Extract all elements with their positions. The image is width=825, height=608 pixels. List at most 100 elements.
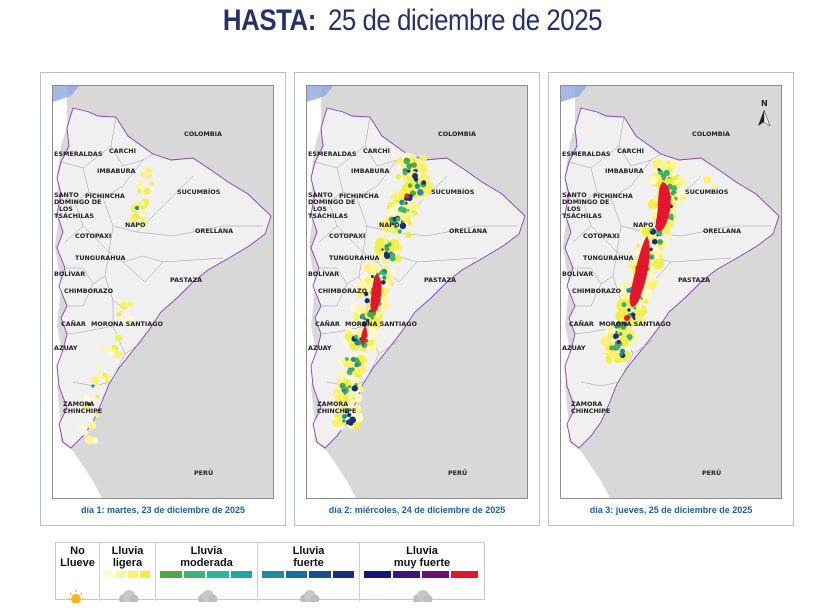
label-morona: MORONA SANTIAGO (91, 320, 163, 328)
label-santo4: TSÁCHILAS (308, 211, 348, 220)
legend-column-2: Lluvia moderada (156, 543, 258, 604)
label-morona: MORONA SANTIAGO (345, 320, 417, 328)
label-tungurahua: TUNGURAHUA (75, 254, 126, 262)
legend-swatch (230, 571, 252, 578)
label-tungurahua: TUNGURAHUA (329, 254, 380, 262)
label-zamora1: ZAMORA (63, 400, 94, 408)
label-cotopaxi: COTOPAXI (583, 232, 619, 240)
label-canar: CAÑAR (61, 319, 86, 328)
map-frame: COLOMBIA ESMERALDAS CARCHI IMBABURA SUCUMBÍO… (560, 85, 782, 499)
legend-swatch (451, 571, 478, 578)
legend-swatch (262, 571, 284, 578)
rain-overlay (331, 152, 434, 431)
rain-legend: No Llueve Lluvia ligera Lluvia moderada Lluvia… (55, 542, 485, 604)
label-carchi: CARCHI (617, 147, 644, 155)
legend-label: No Llueve (60, 545, 95, 569)
label-orellana: ORELLANA (449, 227, 487, 235)
legend-swatch (104, 571, 114, 578)
label-pastaza: PASTAZA (170, 276, 202, 284)
legend-label: Lluvia ligera (111, 545, 144, 569)
label-bolivar: BOLÍVAR (562, 269, 593, 278)
label-napo: NAPO (379, 221, 400, 229)
label-santo2: DOMINGO DE (54, 198, 101, 206)
label-sucumbios: SUCUMBÍOS (685, 187, 729, 196)
page-title: HASTA: 25 de diciembre de 2025 (58, 4, 768, 38)
label-santo3: LOS (313, 205, 327, 213)
label-canar: CAÑAR (569, 319, 594, 328)
forecast-panel-day-2: COLOMBIA ESMERALDAS CARCHI IMBABURA SUCUMBÍO… (294, 72, 540, 526)
label-peru: PERÚ (448, 468, 467, 477)
legend-swatch (207, 571, 229, 578)
legend-column-0: No Llueve (56, 543, 100, 604)
panel-caption: día 1: martes, 23 de diciembre de 2025 (80, 505, 246, 515)
label-zamora1: ZAMORA (571, 400, 602, 408)
label-santo4: TSÁCHILAS (54, 211, 94, 220)
label-morona: MORONA SANTIAGO (599, 320, 671, 328)
label-chimborazo: CHIMBORAZO (572, 287, 622, 295)
label-colombia: COLOMBIA (692, 130, 730, 138)
label-imbabura: IMBABURA (97, 167, 136, 175)
legend-column-4: Lluvia muy fuerte (360, 543, 484, 604)
label-zamora1: ZAMORA (317, 400, 348, 408)
legend-swatch (309, 571, 331, 578)
label-santo3: LOS (567, 205, 581, 213)
cloud-icon (117, 589, 139, 604)
label-pastaza: PASTAZA (678, 276, 710, 284)
label-carchi: CARCHI (109, 147, 136, 155)
label-peru: PERÚ (194, 468, 213, 477)
cloud-icon (411, 589, 433, 604)
title-date: 25 de diciembre de 2025 (327, 4, 603, 37)
label-pichincha: PICHINCHA (593, 192, 633, 200)
forecast-panel-day-1: COLOMBIA ESMERALDAS CARCHI IMBABURA SUCUMBÍO… (40, 72, 286, 526)
ecuador-map: COLOMBIA ESMERALDAS CARCHI IMBABURA SUCUMBÍO… (307, 86, 527, 498)
label-cotopaxi: COTOPAXI (329, 232, 365, 240)
label-santo1: SANTO (308, 191, 333, 199)
label-azuay: AZUAY (308, 344, 332, 352)
ecuador-map: COLOMBIA ESMERALDAS CARCHI IMBABURA SUCUMBÍO… (561, 86, 781, 498)
label-pastaza: PASTAZA (424, 276, 456, 284)
label-santo3: LOS (59, 205, 73, 213)
label-azuay: AZUAY (54, 344, 78, 352)
label-imbabura: IMBABURA (605, 167, 644, 175)
rain-overlay (600, 158, 716, 364)
title-strong: HASTA: (222, 4, 316, 37)
svg-text:N: N (761, 99, 768, 108)
label-napo: NAPO (633, 221, 654, 229)
panel-caption: día 3: jueves, 25 de diciembre de 2025 (589, 505, 753, 515)
forecast-panel-day-3: COLOMBIA ESMERALDAS CARCHI IMBABURA SUCUMBÍO… (548, 72, 794, 526)
label-pichincha: PICHINCHA (339, 192, 379, 200)
label-esmeraldas: ESMERALDAS (308, 150, 357, 158)
legend-swatch (128, 571, 138, 578)
legend-swatch (364, 571, 391, 578)
label-orellana: ORELLANA (195, 227, 233, 235)
ecuador-map: COLOMBIA ESMERALDAS CARCHI IMBABURA SUCUMBÍO… (53, 86, 273, 498)
legend-swatch (285, 571, 307, 578)
label-imbabura: IMBABURA (351, 167, 390, 175)
label-esmeraldas: ESMERALDAS (562, 150, 611, 158)
cloud-icon (298, 589, 320, 604)
label-canar: CAÑAR (315, 319, 340, 328)
label-peru: PERÚ (702, 468, 721, 477)
label-chimborazo: CHIMBORAZO (318, 287, 368, 295)
label-azuay: AZUAY (562, 344, 586, 352)
label-sucumbios: SUCUMBÍOS (177, 187, 221, 196)
north-arrow-icon: N (758, 99, 771, 127)
legend-swatch (183, 571, 205, 578)
legend-swatch (422, 571, 449, 578)
legend-column-3: Lluvia fuerte (258, 543, 360, 604)
label-bolivar: BOLÍVAR (308, 269, 339, 278)
label-pichincha: PICHINCHA (85, 192, 125, 200)
label-tungurahua: TUNGURAHUA (583, 254, 634, 262)
label-esmeraldas: ESMERALDAS (54, 150, 103, 158)
map-frame: COLOMBIA ESMERALDAS CARCHI IMBABURA SUCUMBÍO… (52, 85, 274, 499)
legend-swatch (140, 571, 150, 578)
legend-column-1: Lluvia ligera (100, 543, 156, 604)
label-orellana: ORELLANA (703, 227, 741, 235)
label-santo4: TSÁCHILAS (562, 211, 602, 220)
cloud-icon (196, 589, 218, 604)
label-santo2: DOMINGO DE (562, 198, 609, 206)
legend-label: Lluvia fuerte (292, 545, 325, 569)
label-zamora2: CHINCHIPE (317, 407, 356, 415)
legend-label: Lluvia moderada (180, 545, 233, 569)
rain-overlay (79, 167, 154, 445)
